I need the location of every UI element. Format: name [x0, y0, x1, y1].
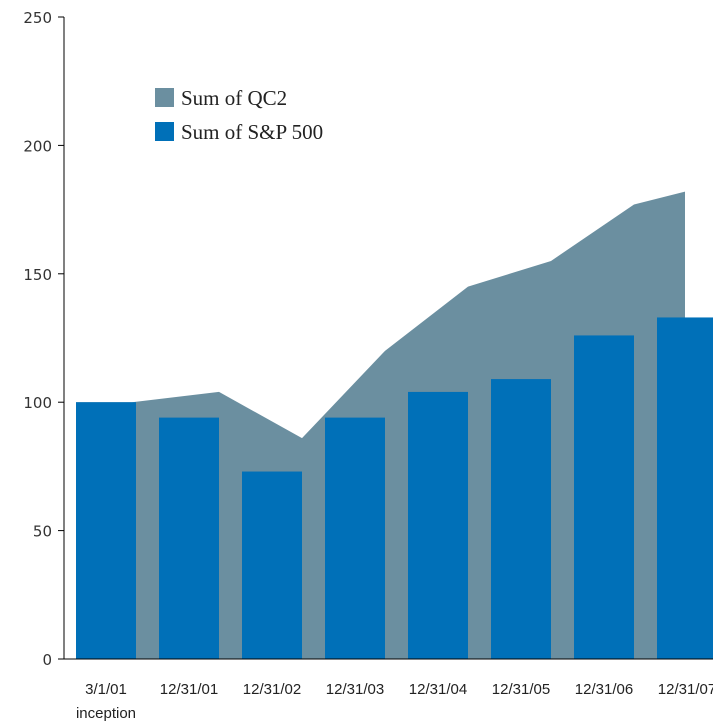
y-tick-label: 100: [23, 394, 52, 412]
bar-sp500: [325, 417, 385, 659]
legend-label: Sum of QC2: [181, 86, 287, 110]
bar-sp500: [76, 402, 136, 659]
legend-swatch: [155, 88, 174, 107]
bar-sp500: [657, 317, 713, 659]
bar-layer: [76, 317, 713, 659]
x-tick-label: 12/31/04: [409, 681, 467, 698]
x-tick-label: 12/31/06: [575, 681, 633, 698]
y-tick-label: 250: [23, 9, 52, 27]
x-tick-label: 12/31/02: [243, 681, 301, 698]
y-tick-label: 200: [23, 137, 52, 155]
bar-sp500: [242, 471, 302, 659]
y-tick-label: 0: [42, 651, 52, 669]
x-tick-label: 3/1/01: [85, 681, 127, 698]
x-tick-sublabel: inception: [76, 705, 136, 721]
bar-sp500: [574, 335, 634, 659]
x-tick-label: 12/31/05: [492, 681, 550, 698]
bar-sp500: [408, 391, 468, 659]
legend-label: Sum of S&P 500: [181, 120, 323, 144]
legend-swatch: [155, 122, 174, 141]
legend: Sum of QC2 Sum of S&P 500: [155, 86, 323, 144]
y-tick-label: 50: [33, 523, 52, 541]
axis-layer: 0 50 100 150 200 250 3/1/01 inception 12/31/01 12…: [23, 9, 713, 721]
x-tick-label: 12/31/07: [658, 681, 713, 698]
x-tick-label: 12/31/03: [326, 681, 384, 698]
y-tick-label: 150: [23, 266, 52, 284]
x-tick-label: 12/31/01: [160, 681, 218, 698]
bar-sp500: [159, 417, 219, 659]
bar-sp500: [491, 379, 551, 659]
